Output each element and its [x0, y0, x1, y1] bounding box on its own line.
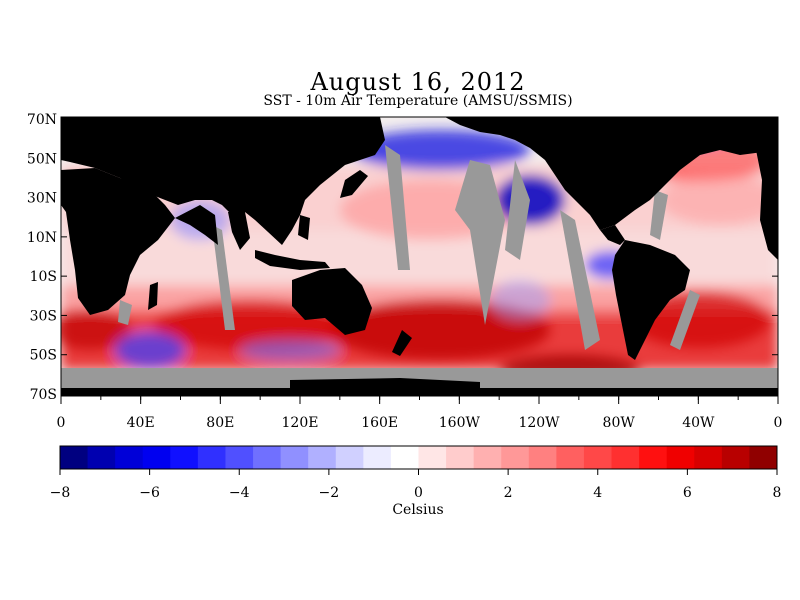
colorbar-swatch [639, 446, 668, 469]
land-masses [61, 117, 778, 396]
longitude-label: 160E [361, 415, 398, 431]
colorbar-swatch [170, 446, 199, 469]
indonesia-islands [255, 250, 330, 270]
colorbar-tick-label: 0 [414, 485, 423, 501]
longitude-label: 120W [518, 415, 560, 431]
colorbar-tick-label: −2 [319, 485, 340, 501]
colorbar-swatch [528, 446, 557, 469]
colorbar-swatch [446, 446, 475, 469]
colorbar-swatch [225, 446, 254, 469]
longitude-label: 80E [206, 415, 234, 431]
africa-landmass [61, 168, 175, 315]
longitude-label: 40E [127, 415, 155, 431]
longitude-label: 160W [439, 415, 481, 431]
colorbar-swatch [473, 446, 502, 469]
colorbar-swatch [721, 446, 750, 469]
latitude-label: 50N [27, 151, 57, 167]
latitude-label: 70N [27, 112, 57, 128]
colorbar-swatch [60, 446, 89, 469]
colorbar-swatch [418, 446, 447, 469]
colorbar-tick-label: 6 [683, 485, 692, 501]
colorbar-swatch [390, 446, 419, 469]
colorbar-swatch [363, 446, 392, 469]
longitude-label: 80W [603, 415, 636, 431]
colorbar-tick-label: 2 [504, 485, 513, 501]
colorbar-swatch [308, 446, 337, 469]
colorbar-swatch [611, 446, 640, 469]
new-zealand [392, 330, 412, 356]
colorbar-swatch [666, 446, 695, 469]
map-panel [61, 117, 778, 396]
colorbar-swatch [501, 446, 530, 469]
colorbar-swatch [253, 446, 282, 469]
madagascar-landmass [148, 282, 158, 310]
latitude-label: 30S [30, 308, 57, 324]
colorbar-tick-label: −6 [139, 485, 160, 501]
colorbar-unit-label: Celsius [392, 502, 443, 518]
eurasia-landmass [61, 117, 385, 245]
japan-islands [340, 170, 368, 198]
latitude-label: 10S [30, 269, 57, 285]
colorbar-tick-label: 4 [593, 485, 602, 501]
colorbar-swatch [583, 446, 613, 469]
colorbar-swatch [197, 446, 226, 469]
longitude-label: 40W [682, 415, 715, 431]
north-america-landmass [445, 117, 778, 230]
longitude-label: 120E [282, 415, 319, 431]
colorbar-swatch [87, 446, 116, 469]
colorbar-tick-label: 8 [773, 485, 782, 501]
colorbar-swatch [280, 446, 309, 469]
colorbar-swatch [142, 446, 171, 469]
latitude-label: 30N [27, 191, 57, 207]
colorbar-swatch [694, 446, 723, 469]
colorbar-swatch [115, 446, 144, 469]
latitude-label: 10N [27, 230, 57, 246]
south-america-landmass [612, 240, 690, 360]
longitude-label: 0 [774, 415, 783, 431]
map-title: August 16, 2012 [310, 68, 526, 96]
colorbar-swatch [556, 446, 585, 469]
colorbar-tick-label: −8 [50, 485, 71, 501]
greenland-landmass [655, 117, 720, 140]
map-subtitle: SST - 10m Air Temperature (AMSU/SSMIS) [263, 93, 573, 109]
colorbar: −8 −6 −4 −2 0 2 4 6 8 [50, 445, 782, 501]
latitude-label: 70S [30, 387, 57, 403]
colorbar-swatch [749, 446, 778, 469]
latitude-label: 50S [30, 348, 57, 364]
colorbar-swatch [335, 446, 364, 469]
longitude-label: 0 [57, 415, 66, 431]
australia-landmass [292, 268, 372, 335]
colorbar-tick-label: −4 [229, 485, 250, 501]
